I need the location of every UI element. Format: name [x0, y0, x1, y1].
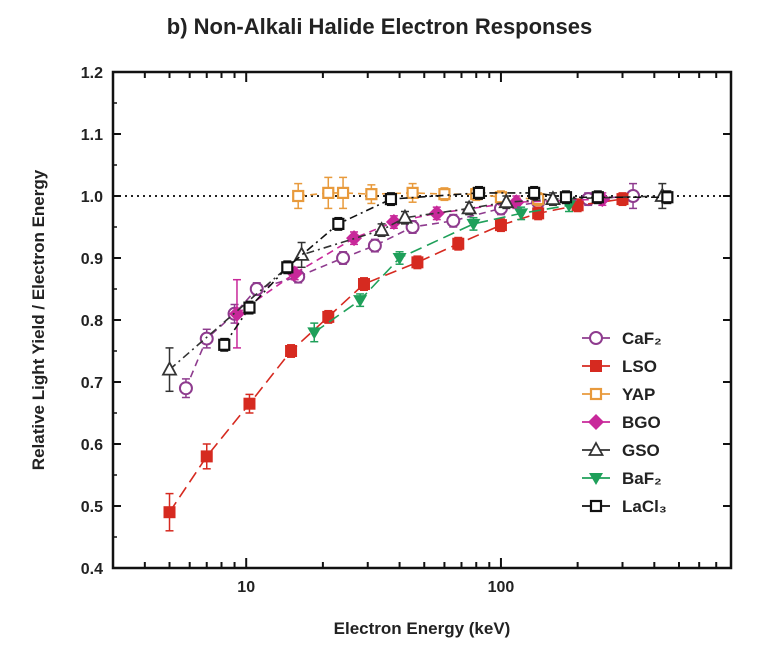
series-lacl-point: [332, 217, 345, 230]
x-tick-label: 100: [488, 579, 515, 596]
series-caf-point: [249, 282, 264, 296]
legend-entry-bgo-swatch-marker: [588, 414, 604, 430]
series-lso-point: [452, 237, 465, 250]
series-lacl-point: [472, 186, 486, 199]
series-baf-point: [307, 327, 322, 340]
x-axis-label: Electron Energy (keV): [334, 619, 511, 638]
chart-title: b) Non-Alkali Halide Electron Responses: [166, 14, 593, 39]
series-baf-point: [353, 295, 368, 308]
series-yap: [292, 176, 545, 210]
y-tick-label: 1.2: [81, 65, 103, 82]
legend-entry-gso-label: GSO: [622, 441, 660, 460]
series-yap-point: [438, 188, 451, 201]
legend-entry-lso-label: LSO: [622, 357, 657, 376]
legend-entry-lso: LSO: [582, 357, 657, 376]
series-lso: [163, 192, 629, 532]
legend-entry-bgo-label: BGO: [622, 413, 661, 432]
series-caf-point: [405, 220, 420, 234]
series-yap-point: [322, 186, 335, 199]
y-tick-label: 0.9: [81, 251, 103, 268]
series-gso-point: [498, 193, 515, 209]
plot-frame: [111, 70, 733, 570]
legend-entry-gso: GSO: [582, 441, 660, 460]
legend-entry-yap-swatch-marker: [589, 387, 603, 401]
series-caf-point: [336, 251, 351, 265]
legend-entry-caf-swatch-marker: [589, 331, 603, 345]
series-lacl-point: [559, 191, 573, 204]
x-tick-label: 10: [237, 579, 255, 596]
series-yap-point: [292, 189, 305, 203]
series-baf-line: [313, 204, 570, 334]
legend-entry-caf: CaF₂: [582, 329, 662, 348]
legend-entry-lacl: LaCl₃: [582, 497, 667, 516]
series-lacl: [218, 185, 674, 352]
series-baf-point: [514, 208, 529, 221]
series-lacl-point: [528, 186, 541, 199]
series-caf: [178, 182, 641, 399]
series-bgo-point: [385, 214, 402, 231]
series-gso-point: [461, 199, 478, 215]
series-lso-point: [357, 278, 370, 291]
legend-entry-lacl-swatch-marker: [589, 499, 603, 513]
series-caf-point: [178, 381, 193, 396]
y-tick-label: 0.5: [81, 499, 103, 516]
legend: CaF₂ LSO YAP BGO GSO BaF₂ LaCl₃: [582, 329, 667, 516]
legend-entry-bgo: BGO: [582, 413, 661, 432]
series-gso-point: [396, 208, 413, 224]
y-tick-label: 0.7: [81, 375, 103, 392]
series-baf-point: [466, 218, 481, 231]
series-gso-point: [161, 360, 178, 376]
legend-entry-lacl-label: LaCl₃: [622, 497, 667, 516]
series-lacl-point: [591, 191, 604, 204]
series-lacl-point: [218, 338, 231, 351]
series-baf: [307, 198, 577, 343]
legend-entry-yap: YAP: [582, 385, 655, 404]
y-tick-label: 0.4: [81, 561, 103, 578]
legend-entry-baf-label: BaF₂: [622, 469, 662, 488]
series-gso-point: [373, 221, 390, 237]
legend-entry-lso-swatch-marker: [590, 360, 602, 372]
series-lso-point: [200, 450, 213, 463]
series-caf-point: [367, 238, 382, 253]
series-lso-point: [494, 219, 507, 232]
legend-entry-yap-label: YAP: [622, 385, 655, 404]
series-lso-point: [411, 256, 424, 269]
series-lacl-point: [243, 301, 256, 314]
y-tick-label: 0.6: [81, 437, 103, 454]
series-yap-point: [406, 186, 419, 199]
series-lso-point: [285, 345, 298, 357]
series-lso-point: [322, 310, 335, 323]
legend-entry-gso-swatch-marker: [587, 441, 605, 456]
series-bgo-point: [428, 205, 445, 222]
series-caf-point: [199, 331, 214, 346]
series-lso-line: [168, 198, 623, 513]
series-lso-point: [243, 397, 256, 410]
series-gso: [161, 182, 671, 393]
series-gso-point: [544, 190, 561, 206]
series-caf-point: [446, 213, 461, 228]
series-bgo-point: [228, 305, 245, 322]
series-lacl-point: [661, 191, 674, 204]
series-lacl-line: [223, 192, 668, 346]
legend-entry-baf-swatch-marker: [589, 473, 603, 485]
series-yap-point: [336, 186, 350, 199]
series-yap-point: [365, 188, 378, 201]
series-lso-point: [532, 207, 545, 220]
series-lacl-point: [384, 193, 398, 206]
y-axis-label: Relative Light Yield / Electron Energy: [29, 169, 48, 470]
series-lso-point: [616, 193, 629, 206]
series-caf-point: [626, 189, 641, 203]
y-tick-label: 1.0: [81, 189, 103, 206]
series-lacl-point: [281, 261, 294, 274]
y-tick-label: 0.8: [81, 313, 103, 330]
y-tick-label: 1.1: [81, 127, 103, 144]
legend-entry-baf: BaF₂: [582, 469, 662, 488]
series-gso-line: [168, 195, 663, 371]
series-lso-point: [163, 506, 176, 519]
series-baf-point: [392, 253, 407, 265]
legend-entry-caf-label: CaF₂: [622, 329, 662, 348]
